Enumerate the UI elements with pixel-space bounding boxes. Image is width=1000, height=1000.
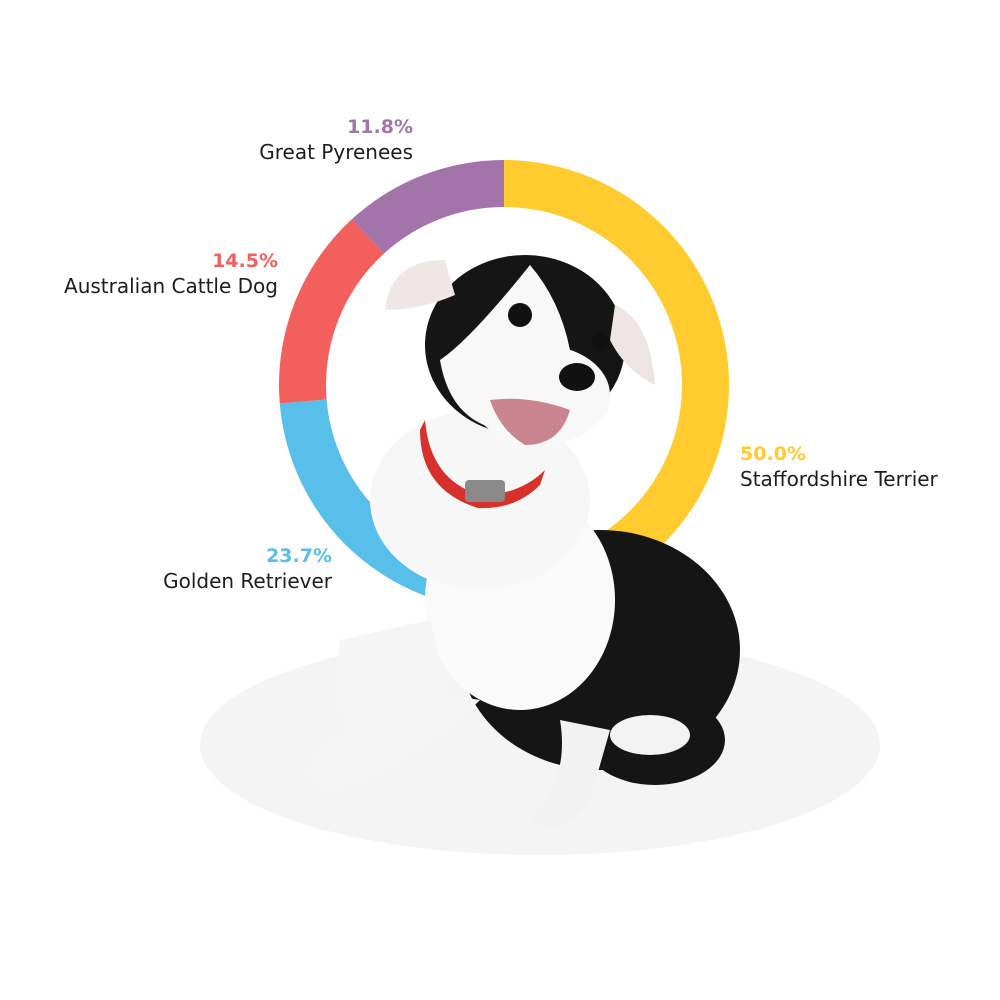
label-golden-retriever: 23.7% Golden Retriever <box>163 545 332 594</box>
puppy-image <box>308 255 740 827</box>
value-label: 23.7% <box>266 545 332 567</box>
category-label: Staffordshire Terrier <box>740 466 938 491</box>
label-staffordshire-terrier: 50.0% Staffordshire Terrier <box>740 443 938 492</box>
label-australian-cattle-dog: 14.5% Australian Cattle Dog <box>64 250 278 299</box>
category-label: Golden Retriever <box>163 568 332 593</box>
label-great-pyrenees: 11.8% Great Pyrenees <box>259 116 413 165</box>
category-label: Australian Cattle Dog <box>64 273 278 298</box>
value-label: 50.0% <box>740 443 806 465</box>
category-label: Great Pyrenees <box>259 139 413 164</box>
value-label: 11.8% <box>347 116 413 138</box>
value-label: 14.5% <box>212 250 278 272</box>
donut-slice-staffordshire-terrier <box>504 160 729 610</box>
donut-slice-australian-cattle-dog <box>279 219 384 404</box>
donut-slice-great-pyrenees <box>352 160 504 254</box>
